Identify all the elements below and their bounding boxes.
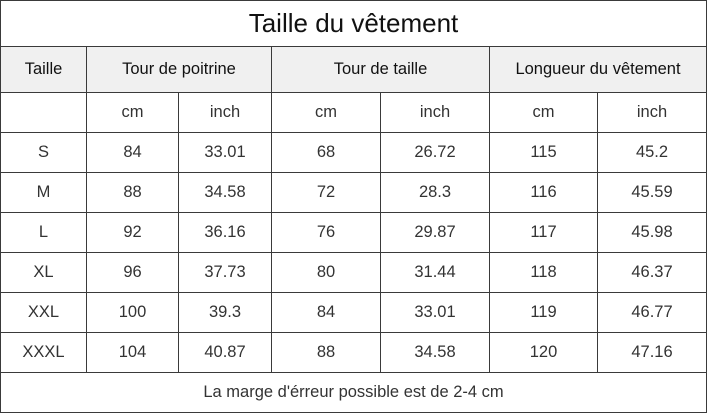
waist-cm-cell: 80: [271, 252, 381, 293]
waist-cm-cell: 88: [271, 332, 381, 373]
length-cm-cell: 118: [489, 252, 598, 293]
size-cell: S: [0, 132, 87, 173]
unit-length-inch: inch: [596, 92, 707, 133]
waist-inch-cell: 26.72: [380, 132, 490, 173]
unit-empty-cell: [0, 92, 87, 133]
table-row: L 92 36.16 76 29.87 117 45.98: [0, 212, 707, 253]
length-inch-cell: 46.77: [596, 292, 707, 333]
length-cm-cell: 117: [489, 212, 598, 253]
chest-inch-cell: 33.01: [178, 132, 272, 173]
chest-cm-cell: 84: [86, 132, 179, 173]
waist-inch-cell: 28.3: [380, 172, 490, 213]
unit-chest-cm: cm: [86, 92, 179, 133]
note-row: La marge d'érreur possible est de 2-4 cm: [0, 372, 707, 413]
waist-inch-cell: 31.44: [380, 252, 490, 293]
size-cell: XXXL: [0, 332, 87, 373]
chest-cm-cell: 92: [86, 212, 179, 253]
header-chest: Tour de poitrine: [86, 46, 272, 93]
chest-cm-cell: 100: [86, 292, 179, 333]
chest-cm-cell: 96: [86, 252, 179, 293]
table-row: XL 96 37.73 80 31.44 118 46.37: [0, 252, 707, 293]
table-row: XXXL 104 40.87 88 34.58 120 47.16: [0, 332, 707, 373]
size-cell: L: [0, 212, 87, 253]
waist-cm-cell: 68: [271, 132, 381, 173]
header-row: Taille Tour de poitrine Tour de taille L…: [0, 46, 707, 93]
header-waist: Tour de taille: [271, 46, 490, 93]
chart-title: Taille du vêtement: [0, 0, 707, 47]
size-cell: XXL: [0, 292, 87, 333]
table-row: M 88 34.58 72 28.3 116 45.59: [0, 172, 707, 213]
length-inch-cell: 45.2: [596, 132, 707, 173]
length-inch-cell: 45.59: [596, 172, 707, 213]
size-rows: S 84 33.01 68 26.72 115 45.2 M 88 34.58 72 28.3 116 4…: [0, 132, 707, 373]
chest-inch-cell: 34.58: [178, 172, 272, 213]
waist-cm-cell: 72: [271, 172, 381, 213]
waist-cm-cell: 76: [271, 212, 381, 253]
chest-inch-cell: 36.16: [178, 212, 272, 253]
error-margin-note: La marge d'érreur possible est de 2-4 cm: [0, 372, 707, 413]
table-row: S 84 33.01 68 26.72 115 45.2: [0, 132, 707, 173]
chest-cm-cell: 104: [86, 332, 179, 373]
header-size: Taille: [0, 46, 87, 93]
length-cm-cell: 119: [489, 292, 598, 333]
unit-chest-inch: inch: [178, 92, 272, 133]
length-cm-cell: 116: [489, 172, 598, 213]
length-inch-cell: 46.37: [596, 252, 707, 293]
length-inch-cell: 45.98: [596, 212, 707, 253]
unit-row: cm inch cm inch cm inch: [0, 92, 707, 133]
unit-length-cm: cm: [489, 92, 598, 133]
chest-inch-cell: 37.73: [178, 252, 272, 293]
waist-inch-cell: 33.01: [380, 292, 490, 333]
unit-waist-inch: inch: [380, 92, 490, 133]
length-cm-cell: 120: [489, 332, 598, 373]
waist-inch-cell: 29.87: [380, 212, 490, 253]
unit-waist-cm: cm: [271, 92, 381, 133]
waist-inch-cell: 34.58: [380, 332, 490, 373]
waist-cm-cell: 84: [271, 292, 381, 333]
table-row: XXL 100 39.3 84 33.01 119 46.77: [0, 292, 707, 333]
chest-inch-cell: 40.87: [178, 332, 272, 373]
length-cm-cell: 115: [489, 132, 598, 173]
size-cell: M: [0, 172, 87, 213]
size-cell: XL: [0, 252, 87, 293]
chest-inch-cell: 39.3: [178, 292, 272, 333]
title-row: Taille du vêtement: [0, 0, 707, 47]
header-length: Longueur du vêtement: [488, 46, 707, 93]
chest-cm-cell: 88: [86, 172, 179, 213]
length-inch-cell: 47.16: [596, 332, 707, 373]
